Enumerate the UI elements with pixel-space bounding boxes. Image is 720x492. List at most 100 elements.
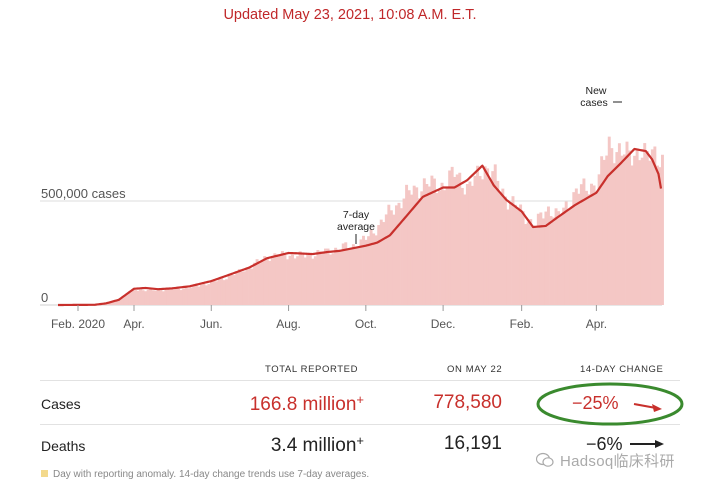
daily-case-bar [123,294,127,305]
daily-case-bar [546,206,550,305]
daily-case-bar [313,256,317,305]
daily-case-bar [344,242,348,305]
daily-case-bar [410,194,414,305]
daily-case-bar [478,176,482,305]
daily-case-bar [638,160,642,305]
cases-14-day-change: −25% [572,393,619,413]
daily-case-bar [258,261,262,305]
daily-case-bar [481,179,485,305]
daily-case-bar [445,188,449,305]
daily-case-bar [172,289,175,305]
daily-case-bar [417,198,421,305]
daily-case-bar [217,278,221,305]
daily-case-bar [349,247,353,305]
daily-case-bar [141,290,145,305]
daily-case-bar [283,255,287,305]
daily-case-bar [134,290,137,305]
daily-case-bar [493,164,497,305]
daily-case-bar [154,290,158,305]
daily-case-bar [202,283,206,305]
daily-case-bar [359,239,363,305]
daily-case-bar [151,290,155,305]
daily-case-bar [184,287,188,305]
daily-case-bar [415,187,419,305]
annotation-seven-day-line2: average [337,221,375,233]
daily-case-bar [498,191,502,305]
daily-case-bar [483,166,487,305]
daily-case-bar [301,254,305,305]
daily-case-bar [514,204,517,305]
daily-case-bar [212,280,216,305]
daily-case-bar [584,190,588,305]
daily-case-bar [232,275,236,305]
anomaly-swatch-icon [41,470,48,477]
daily-case-bar [506,209,510,305]
daily-case-bar [179,290,183,305]
daily-case-bar [486,168,490,305]
daily-case-bar [149,288,153,305]
daily-case-bar [220,277,224,305]
daily-case-bar [306,254,310,305]
daily-case-bar [126,294,130,305]
daily-case-bar [379,219,383,305]
x-tick-label: Apr. [123,317,144,331]
daily-case-bar [268,260,272,305]
daily-case-bar [640,157,644,305]
daily-case-bar [367,236,371,305]
daily-case-bar [420,191,424,305]
annotation-seven-day-line1: 7-day [343,209,370,221]
daily-case-bar [394,205,398,305]
daily-case-bar [465,184,469,305]
daily-case-bar [121,296,125,305]
daily-case-bar [248,268,251,305]
footnote-text: Day with reporting anomaly. 14-day chang… [53,469,370,480]
daily-case-bar [633,155,637,305]
daily-case-bar [628,150,631,305]
daily-case-bar [630,165,634,305]
daily-case-bar [552,217,555,305]
daily-case-bar [222,280,226,305]
daily-case-bar [351,244,355,305]
header-on-day: ON MAY 22 [447,364,503,375]
cases-total-value: 166.8 million [249,394,357,415]
daily-case-bar [303,257,307,305]
daily-case-bar [329,254,333,305]
seven-day-average [57,147,663,307]
daily-case-bar [402,198,406,305]
daily-case-bar [364,239,368,305]
daily-case-bar [369,229,373,305]
annotation-new-cases-line2: cases [580,97,607,109]
daily-case-bar [118,298,122,305]
daily-case-bar [602,159,606,305]
deaths-14-day-change: −6% [586,434,623,454]
daily-case-bar [113,301,117,305]
daily-case-bar [324,248,327,305]
daily-case-bar [288,255,292,305]
updated-timestamp: Updated May 23, 2021, 10:08 A.M. E.T. [223,7,477,23]
daily-case-bar [169,289,173,305]
daily-case-bar [590,183,593,305]
daily-case-bar [377,225,381,305]
y-label-zero: 0 [41,290,48,305]
daily-case-bar [635,148,639,305]
x-tick-label: Aug. [276,317,301,331]
daily-case-bar [392,214,396,305]
daily-case-bar [263,256,267,305]
deaths-trend-arrow-icon [630,440,664,448]
daily-case-bar [460,187,464,305]
daily-case-bar [286,259,289,305]
daily-case-bar [382,222,386,305]
daily-case-bar [146,289,150,305]
watermark-text: Hadsoq临床科研 [560,453,675,470]
daily-case-bar [488,178,492,305]
daily-case-bar [615,152,619,305]
daily-case-bar [443,190,447,305]
daily-case-bars [60,136,664,305]
deaths-total: 3.4 million+ [200,433,364,457]
daily-case-bar [161,291,165,305]
daily-case-bar [412,185,416,305]
daily-case-bar [536,213,540,305]
footnote: Day with reporting anomaly. 14-day chang… [41,469,369,480]
daily-case-bar [192,284,196,305]
daily-case-bar [346,248,350,305]
